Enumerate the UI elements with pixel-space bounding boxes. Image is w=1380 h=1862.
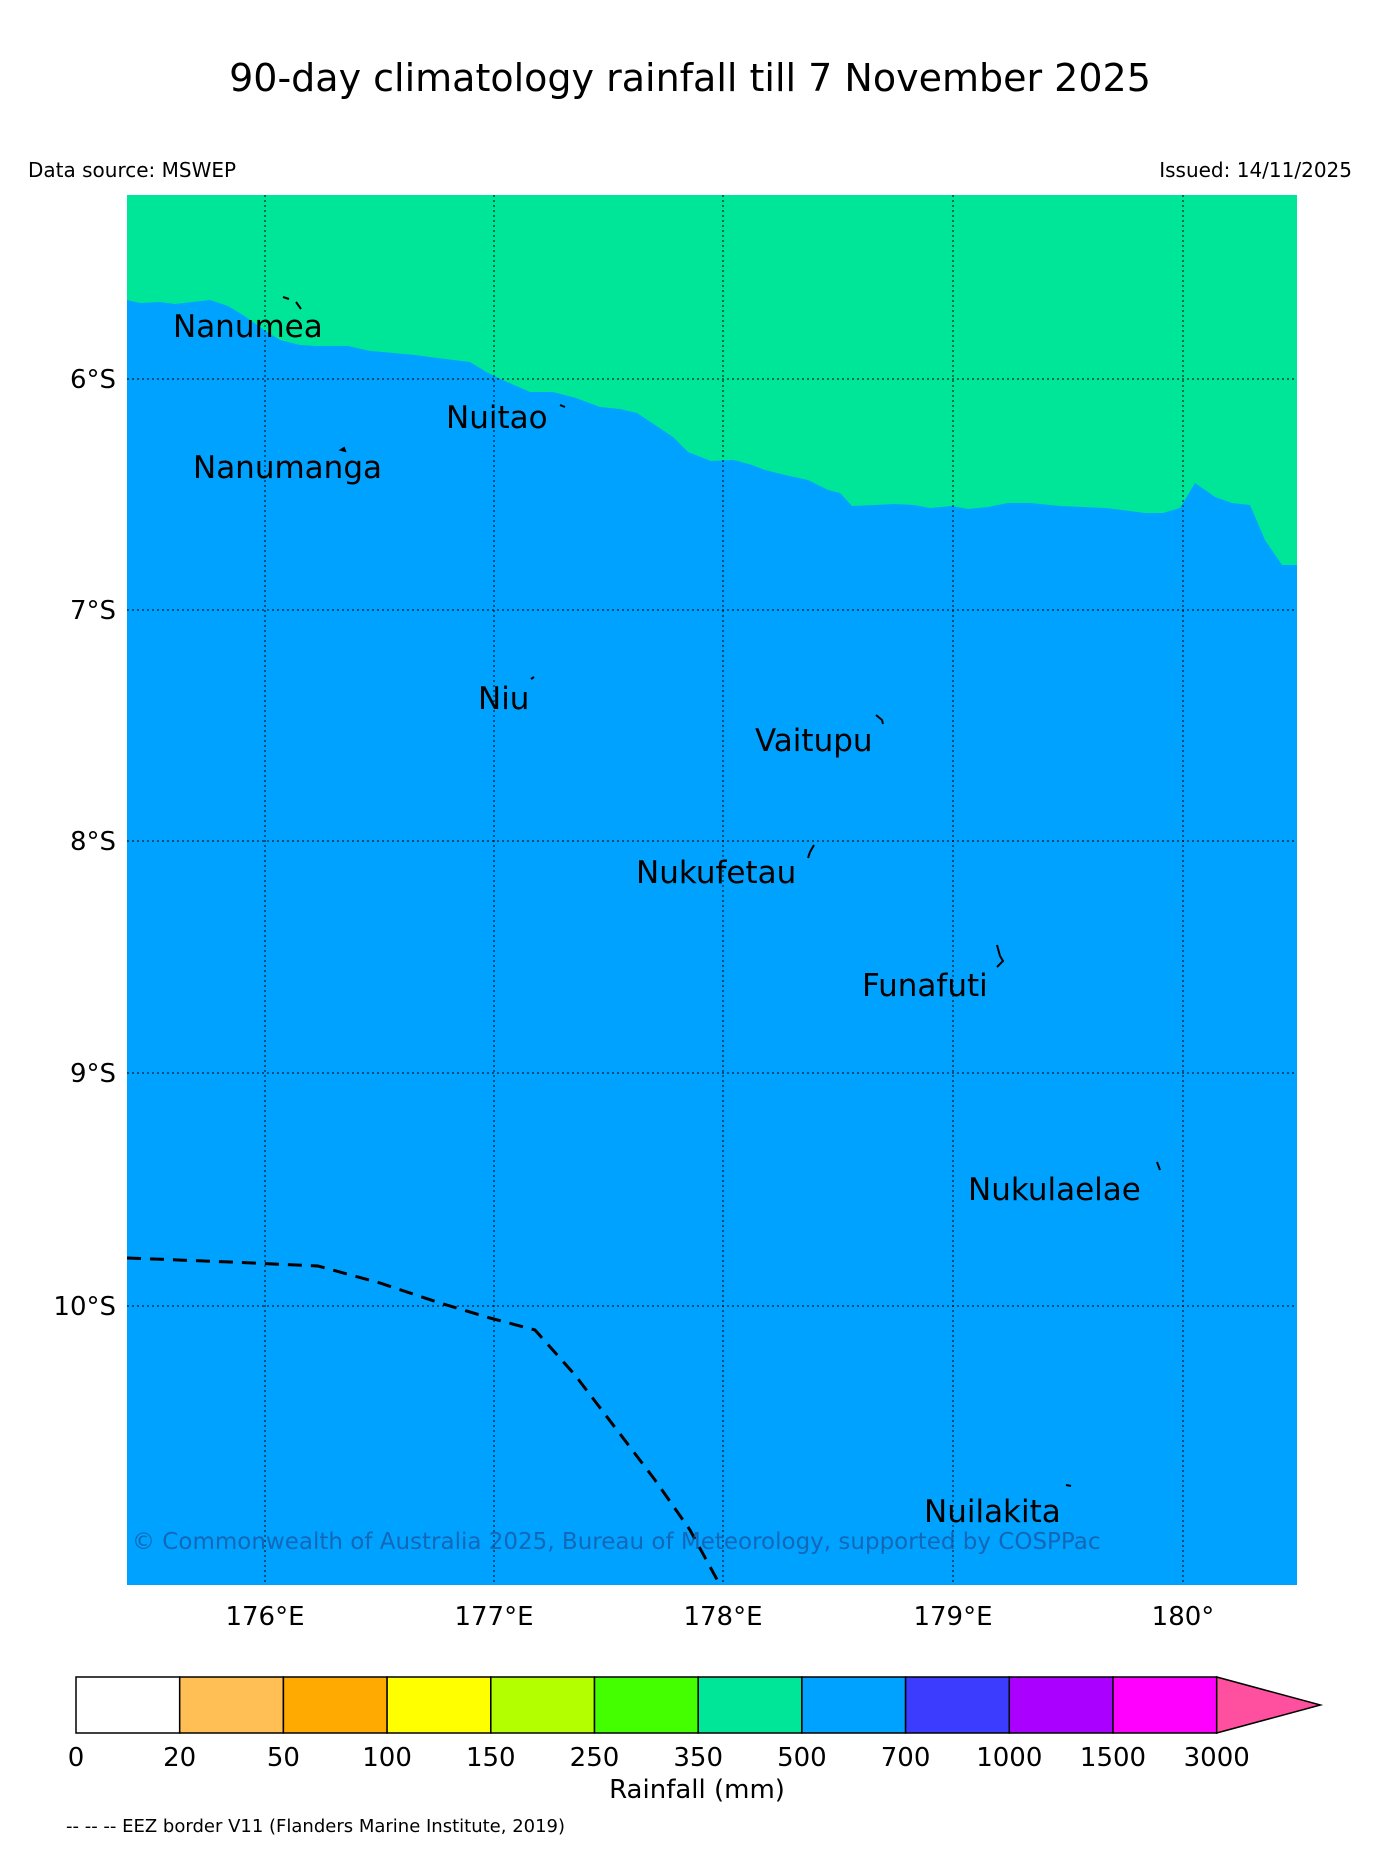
lat-label-9s: 9°S: [70, 1059, 116, 1089]
eez-footnote: -- -- -- EEZ border V11 (Flanders Marine…: [66, 1816, 566, 1837]
lat-label-8s: 8°S: [70, 827, 116, 857]
lat-label-7s: 7°S: [70, 596, 116, 626]
lon-label-180: 180°: [1152, 1602, 1215, 1632]
colorbar-bin-100: [386, 1676, 492, 1734]
colorbar-tick-20: 20: [163, 1743, 196, 1773]
issued-date-label: Issued: 14/11/2025: [1159, 158, 1352, 182]
colorbar-tick-250: 250: [570, 1743, 620, 1773]
colorbar-tick-3000: 3000: [1184, 1743, 1250, 1773]
island-funafuti: [996, 944, 1005, 968]
lon-label-179e: 179°E: [913, 1602, 992, 1632]
colorbar-tick-1500: 1500: [1080, 1743, 1146, 1773]
colorbar-bin-150: [490, 1676, 596, 1734]
lon-label-176e: 176°E: [225, 1602, 304, 1632]
island-nanumanga: [338, 446, 347, 453]
colorbar-tick-350: 350: [673, 1743, 723, 1773]
colorbar-tick-700: 700: [881, 1743, 931, 1773]
place-label-nuitao: Nuitao: [446, 400, 548, 436]
map-title: 90-day climatology rainfall till 7 Novem…: [229, 56, 1151, 100]
island-niu: [530, 676, 535, 680]
colorbar-bin-350: [697, 1676, 803, 1734]
island-nukulaelae: [1156, 1161, 1161, 1171]
place-label-funafuti: Funafuti: [862, 968, 988, 1004]
place-label-nukulaelae: Nukulaelae: [968, 1172, 1141, 1208]
data-source-label: Data source: MSWEP: [28, 158, 237, 182]
colorbar-tick-0: 0: [68, 1743, 85, 1773]
colorbar-bin-500: [801, 1676, 907, 1734]
colorbar-tick-500: 500: [777, 1743, 827, 1773]
islands: [282, 296, 1161, 1487]
colorbar-extend-arrow: [1215, 1676, 1324, 1734]
island-nanumea: [282, 296, 302, 310]
island-nuitao: [559, 404, 566, 408]
lat-label-6s: 6°S: [70, 365, 116, 395]
colorbar: 0 20 50 100 150 250 350 500 700 1000 1500 3000: [68, 1676, 1324, 1773]
colorbar-bin-700: [904, 1676, 1011, 1734]
colorbar-axis-label: Rainfall (mm): [609, 1775, 785, 1805]
place-label-nukufetau: Nukufetau: [636, 855, 796, 891]
colorbar-tick-150: 150: [466, 1743, 516, 1773]
region-350-500mm: [127, 195, 1297, 565]
colorbar-bin-20: [178, 1676, 285, 1734]
lon-label-178e: 178°E: [683, 1602, 762, 1632]
colorbar-tick-1000: 1000: [976, 1743, 1042, 1773]
place-label-nanumanga: Nanumanga: [193, 450, 382, 486]
lat-label-10s: 10°S: [53, 1292, 116, 1322]
island-nukufetau: [807, 844, 815, 859]
lon-label-177e: 177°E: [454, 1602, 533, 1632]
colorbar-bin-50: [282, 1676, 388, 1734]
place-label-nuilakita: Nuilakita: [924, 1494, 1061, 1530]
island-vaitupu: [875, 714, 884, 725]
place-label-vaitupu: Vaitupu: [755, 723, 873, 759]
colorbar-bin-0: [75, 1676, 181, 1734]
map-area: Nanumea Nuitao Nanumanga Niu Vaitupu Nuk…: [126, 195, 1297, 1586]
eez-border-line: [126, 1256, 722, 1586]
gridlines: [127, 195, 1297, 1585]
colorbar-tick-100: 100: [362, 1743, 412, 1773]
copyright-watermark: © Commonwealth of Australia 2025, Bureau…: [132, 1529, 1101, 1555]
colorbar-bin-250: [593, 1676, 699, 1734]
colorbar-tick-50: 50: [267, 1743, 300, 1773]
colorbar-bin-1000: [1008, 1676, 1114, 1734]
place-label-nanumea: Nanumea: [173, 309, 323, 345]
colorbar-bin-1500: [1112, 1676, 1218, 1734]
place-label-niu: Niu: [478, 681, 529, 717]
island-nuilakita: [1065, 1484, 1072, 1487]
